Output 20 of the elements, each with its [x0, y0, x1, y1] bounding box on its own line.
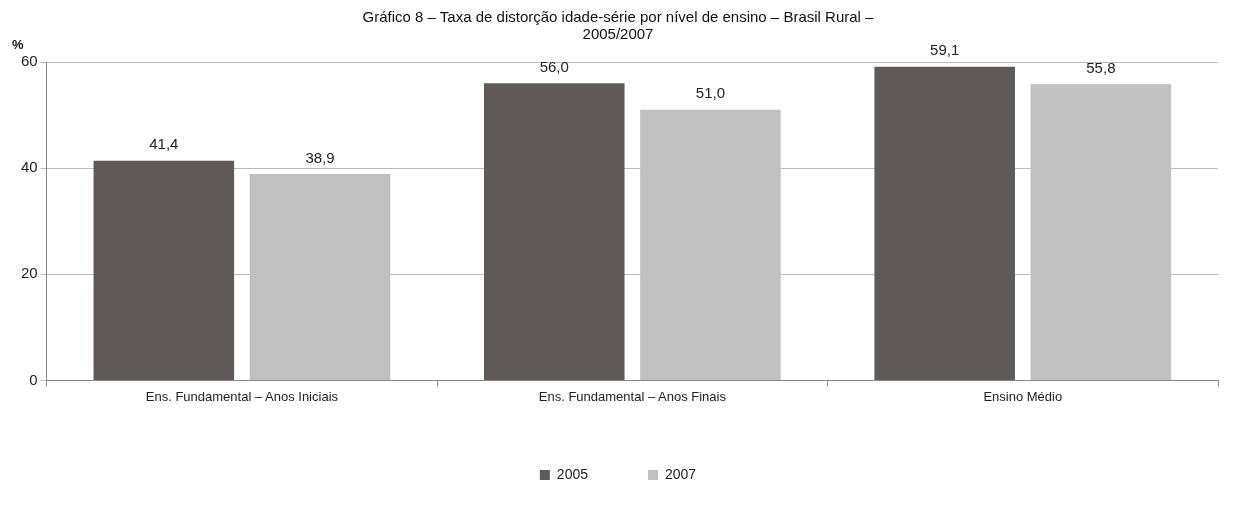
data-label: 51,0: [695, 84, 726, 102]
legend-label: 2007: [665, 465, 697, 482]
bar: [93, 160, 235, 380]
bar: [483, 83, 625, 380]
y-tick-label: 0: [29, 370, 38, 388]
data-label: 59,1: [930, 41, 960, 59]
y-tick-label: 60: [21, 52, 38, 70]
y-tick-label: 40: [21, 158, 38, 176]
data-label: 38,9: [305, 148, 335, 166]
data-label: 55,8: [1086, 58, 1116, 76]
data-label: 41,4: [149, 135, 179, 153]
data-label: 56,0: [539, 57, 569, 75]
y-tick-label: 20: [21, 264, 38, 282]
x-tick-label: Ens. Fundamental – Anos Finais: [538, 388, 727, 404]
x-tick-label: Ens. Fundamental – Anos Iniciais: [145, 388, 339, 404]
chart-title: Gráfico 8 – Taxa de distorção idade-série por nível de ensino – Brasil Rural – 2005/2007: [361, 8, 875, 42]
x-tick-label: Ensino Médio: [983, 388, 1063, 404]
bar: [874, 66, 1015, 380]
y-axis-title: %: [12, 37, 24, 53]
legend-label: 2005: [556, 465, 589, 482]
